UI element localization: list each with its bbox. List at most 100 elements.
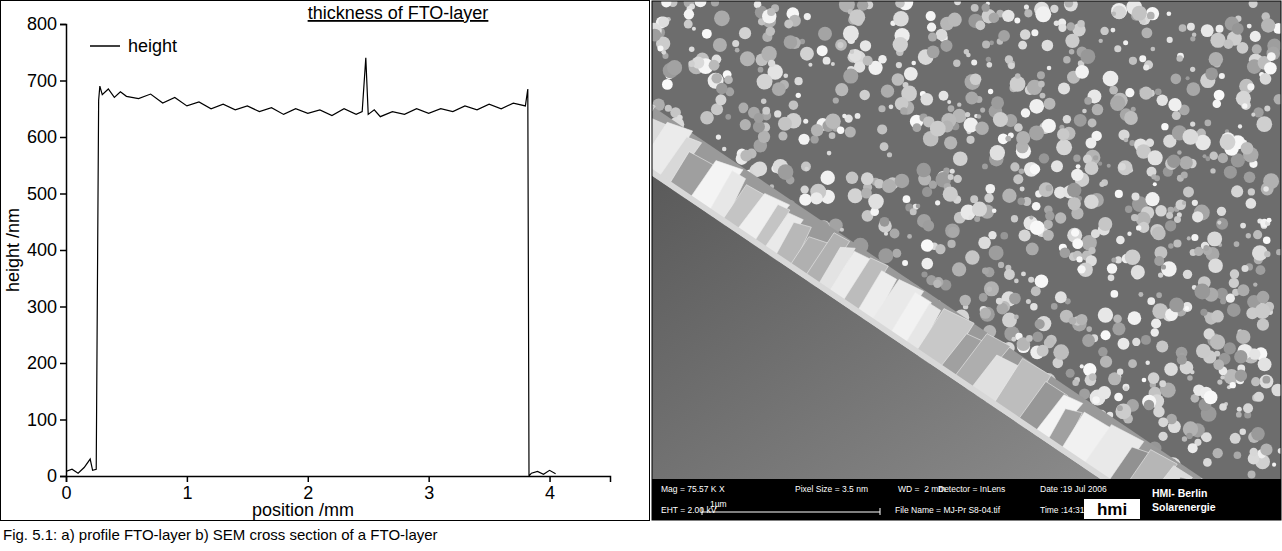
x-tick: 2 xyxy=(303,476,313,503)
grain xyxy=(1069,317,1077,325)
grain xyxy=(1108,275,1115,282)
grain xyxy=(1255,304,1270,319)
y-tick-mark xyxy=(60,137,66,139)
grain xyxy=(881,85,894,98)
grain xyxy=(1157,94,1168,105)
grain xyxy=(661,1,671,8)
grain xyxy=(1153,406,1164,417)
grain xyxy=(1076,164,1081,169)
grain xyxy=(1098,386,1111,399)
grain xyxy=(1026,243,1039,256)
grain xyxy=(1124,138,1129,143)
grain xyxy=(1155,88,1162,95)
scale-bar-end xyxy=(702,508,703,515)
x-tick: 1 xyxy=(182,476,192,503)
x-axis-line xyxy=(67,477,611,483)
grain xyxy=(1138,292,1143,297)
grain xyxy=(900,107,907,114)
grain xyxy=(979,293,988,302)
grain xyxy=(1253,107,1263,117)
grain xyxy=(1068,197,1081,210)
grain xyxy=(1166,212,1173,219)
y-tick: 800 xyxy=(27,14,66,34)
grain xyxy=(1020,186,1025,191)
grain xyxy=(1161,264,1166,269)
grain xyxy=(1117,369,1123,375)
x-tick: 4 xyxy=(545,476,555,503)
grain xyxy=(1035,319,1045,329)
grain xyxy=(758,67,764,73)
grain xyxy=(1032,331,1043,342)
grain xyxy=(692,27,696,31)
grain xyxy=(1248,470,1256,478)
y-tick-label: 0 xyxy=(47,466,57,486)
grain xyxy=(849,49,862,62)
grain xyxy=(849,9,865,25)
info-text: Mag = 75.57 K X xyxy=(661,484,725,494)
x-tick-mark xyxy=(549,476,551,482)
grain xyxy=(1026,299,1031,304)
grain xyxy=(895,1,904,8)
grain xyxy=(1267,218,1272,223)
grain xyxy=(1185,306,1190,311)
legend-swatch xyxy=(90,45,120,47)
grain xyxy=(1092,104,1104,116)
grain xyxy=(1100,27,1108,35)
grain xyxy=(947,100,951,104)
grain xyxy=(1099,39,1103,43)
info-text: File Name = MJ-Pr S8-04.tif xyxy=(895,505,1001,515)
grain xyxy=(977,114,982,119)
grain xyxy=(1085,138,1096,149)
grain xyxy=(860,40,871,51)
grain xyxy=(981,4,989,12)
grain xyxy=(768,60,775,67)
grain xyxy=(1026,335,1033,342)
grain xyxy=(1252,44,1262,54)
grain xyxy=(798,134,809,145)
grain xyxy=(1211,310,1224,323)
grain xyxy=(998,262,1004,268)
grain xyxy=(1242,103,1247,108)
grain xyxy=(716,134,721,139)
grain xyxy=(1216,25,1224,33)
grain xyxy=(896,62,902,68)
grain xyxy=(724,75,733,84)
grain xyxy=(1024,4,1029,9)
grain xyxy=(920,93,933,106)
chart-frame xyxy=(1,1,650,521)
grain xyxy=(982,163,988,169)
grain xyxy=(990,145,1005,160)
y-tick-label: 100 xyxy=(27,410,57,430)
grain xyxy=(842,114,847,119)
grain xyxy=(799,194,811,206)
chart-title: thickness of FTO-layer xyxy=(308,3,489,23)
grain xyxy=(965,112,970,117)
grain xyxy=(1190,121,1195,126)
sem-picture xyxy=(652,1,1281,520)
grain xyxy=(892,73,905,86)
y-tick-mark xyxy=(60,24,66,26)
grain xyxy=(1208,258,1223,273)
grain xyxy=(662,79,673,90)
grain xyxy=(1241,142,1254,155)
x-tick-label: 1 xyxy=(182,483,192,503)
grain xyxy=(1139,55,1146,62)
grain xyxy=(818,27,832,41)
grain xyxy=(868,194,884,210)
grain xyxy=(778,117,792,131)
grain xyxy=(1177,150,1182,155)
grain xyxy=(1043,230,1054,241)
grain xyxy=(1203,458,1212,467)
grain xyxy=(882,179,896,193)
grain xyxy=(1005,136,1011,142)
grain xyxy=(1147,297,1155,305)
grain xyxy=(1217,379,1222,384)
grain xyxy=(893,11,909,27)
grain xyxy=(1118,160,1133,175)
grain xyxy=(1060,247,1071,258)
grain xyxy=(1158,417,1168,427)
sem-image: Mag = 75.57 K XPixel Size = 3.5 nmWD = 2… xyxy=(553,0,1282,551)
figure: 012340100200300400500600700800heightthic… xyxy=(0,0,1282,551)
y-tick-mark xyxy=(60,363,66,365)
layer-base xyxy=(652,61,1232,520)
